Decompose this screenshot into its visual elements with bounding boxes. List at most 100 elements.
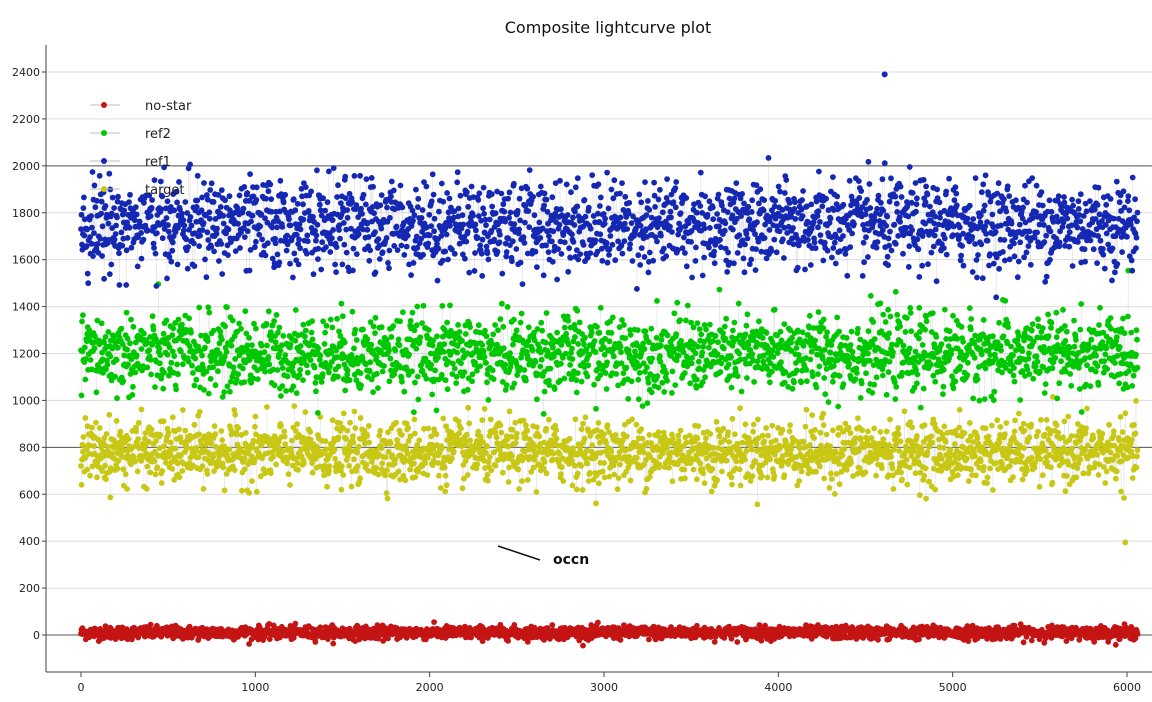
data-point-target xyxy=(726,439,732,445)
data-point-target xyxy=(761,438,768,445)
data-point-target xyxy=(765,432,771,439)
data-point-target xyxy=(940,445,947,451)
data-point-target xyxy=(974,435,981,442)
data-point-target xyxy=(603,440,609,446)
data-point-ref2 xyxy=(216,350,223,357)
data-point-target xyxy=(117,428,124,435)
data-points xyxy=(78,71,1141,649)
data-point-target xyxy=(459,485,466,492)
data-point-target xyxy=(786,428,793,435)
data-point-target xyxy=(1073,474,1080,481)
data-point-target xyxy=(889,465,896,472)
data-point-target xyxy=(1049,479,1056,486)
data-point-target xyxy=(1134,453,1140,460)
data-point-target xyxy=(218,428,225,434)
data-point-ref2 xyxy=(292,337,299,344)
data-point-target xyxy=(589,442,596,448)
data-point-target xyxy=(560,478,567,484)
data-point-ref2 xyxy=(229,317,236,324)
data-point-ref2 xyxy=(168,359,175,366)
data-point-target xyxy=(433,431,440,438)
data-point-target xyxy=(924,449,931,455)
data-point-ref2 xyxy=(169,332,176,339)
data-point-target xyxy=(742,456,748,463)
data-point-target xyxy=(835,432,842,438)
data-point-ref2 xyxy=(205,390,212,397)
data-point-target xyxy=(475,428,482,435)
data-point-target xyxy=(1134,447,1141,453)
data-point-no-star xyxy=(1112,641,1119,648)
data-point-ref2 xyxy=(253,325,259,332)
data-point-target xyxy=(221,487,228,494)
data-point-target xyxy=(486,454,493,460)
data-point-target xyxy=(455,418,462,425)
data-point-no-star xyxy=(312,639,319,645)
data-point-target xyxy=(677,427,684,434)
data-point-ref2 xyxy=(236,320,243,327)
x-tick-label: 6000 xyxy=(1113,681,1141,694)
data-point-target xyxy=(847,430,854,436)
data-point-target xyxy=(904,481,911,488)
data-point-target xyxy=(442,488,449,495)
data-point-ref2 xyxy=(133,352,140,359)
data-point-target xyxy=(787,422,793,428)
data-point-target xyxy=(399,432,405,438)
data-point-target xyxy=(879,465,885,472)
data-point-target xyxy=(291,403,298,409)
data-point-target xyxy=(1048,464,1054,471)
axes xyxy=(42,45,1152,677)
data-point-target xyxy=(200,486,207,492)
data-point-target xyxy=(536,433,543,440)
data-point-target xyxy=(96,425,103,431)
data-point-target xyxy=(982,425,989,432)
data-point-target xyxy=(242,430,249,436)
data-point-target xyxy=(809,412,816,418)
data-point-target xyxy=(208,440,215,447)
data-point-ref2 xyxy=(280,333,287,339)
data-point-ref2 xyxy=(81,344,88,351)
data-point-target xyxy=(932,486,939,493)
data-point-target xyxy=(733,458,740,465)
data-point-target xyxy=(623,433,630,440)
data-point-target xyxy=(281,428,288,435)
data-point-target xyxy=(1024,467,1030,474)
data-point-target xyxy=(781,472,788,478)
data-point-target xyxy=(823,431,830,438)
data-point-target xyxy=(608,448,615,455)
data-point-ref2 xyxy=(235,371,242,378)
data-point-target xyxy=(148,426,155,433)
data-point-target xyxy=(627,477,634,484)
data-point-no-star xyxy=(290,634,297,641)
data-point-target xyxy=(239,487,245,494)
data-point-no-star xyxy=(186,623,193,630)
data-point-target xyxy=(161,443,168,450)
data-point-target xyxy=(755,416,761,423)
data-point-target xyxy=(694,476,700,483)
data-point-target xyxy=(923,495,929,502)
data-point-ref2 xyxy=(224,304,230,311)
data-point-target xyxy=(1069,445,1075,452)
data-point-target xyxy=(831,491,838,497)
data-point-target xyxy=(750,421,757,428)
data-point-ref2 xyxy=(258,342,265,349)
data-point-target xyxy=(871,425,878,432)
data-point-ref2 xyxy=(313,388,319,395)
data-point-target xyxy=(1083,425,1089,432)
data-point-target xyxy=(405,424,412,431)
data-point-target xyxy=(1068,433,1075,439)
data-point-target xyxy=(382,472,388,479)
data-point-ref2 xyxy=(149,313,156,320)
data-point-target xyxy=(204,471,211,477)
data-point-ref2 xyxy=(242,308,249,315)
data-point-target xyxy=(332,455,338,462)
data-point-target xyxy=(1077,456,1084,463)
data-point-ref2 xyxy=(315,410,321,416)
data-point-ref2 xyxy=(266,361,273,368)
data-point-target xyxy=(903,456,910,463)
data-point-target xyxy=(492,462,499,469)
series-target xyxy=(78,394,1141,508)
data-point-target xyxy=(1082,430,1089,437)
data-point-target xyxy=(1094,451,1100,458)
data-point-ref2 xyxy=(292,307,299,313)
data-point-no-star xyxy=(511,622,518,628)
